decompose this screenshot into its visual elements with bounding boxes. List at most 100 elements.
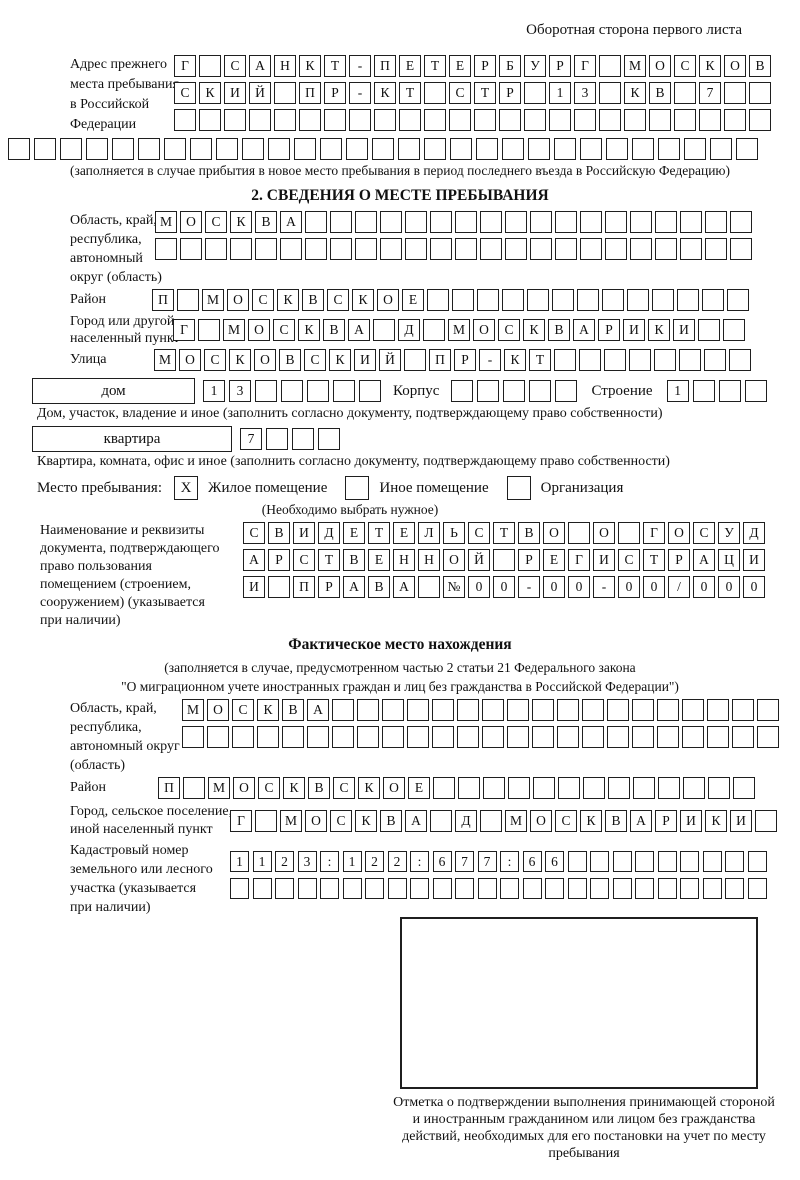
- char-box[interactable]: 0: [693, 576, 715, 598]
- char-box[interactable]: [683, 777, 705, 799]
- char-box[interactable]: [507, 726, 529, 748]
- char-box[interactable]: А: [343, 576, 365, 598]
- char-box[interactable]: [727, 289, 749, 311]
- char-box[interactable]: [373, 319, 395, 341]
- char-box[interactable]: [724, 109, 746, 131]
- char-box[interactable]: [658, 138, 680, 160]
- char-box[interactable]: Р: [318, 576, 340, 598]
- char-box[interactable]: [299, 109, 321, 131]
- char-box[interactable]: [736, 138, 758, 160]
- char-box[interactable]: Й: [249, 82, 271, 104]
- char-box[interactable]: [477, 878, 497, 899]
- char-box[interactable]: [357, 699, 379, 721]
- char-box[interactable]: [630, 211, 652, 233]
- char-box[interactable]: [198, 319, 220, 341]
- checkbox-organization[interactable]: [506, 476, 531, 500]
- char-box[interactable]: [380, 238, 402, 260]
- char-box[interactable]: К: [298, 319, 320, 341]
- char-box[interactable]: К: [199, 82, 221, 104]
- char-box[interactable]: [255, 380, 277, 402]
- char-box[interactable]: [718, 380, 741, 402]
- char-box[interactable]: Т: [318, 549, 340, 571]
- char-box[interactable]: 6: [545, 851, 564, 872]
- char-box[interactable]: А: [405, 810, 427, 832]
- char-box[interactable]: [725, 878, 744, 899]
- char-box[interactable]: [499, 109, 521, 131]
- char-box[interactable]: [205, 238, 227, 260]
- char-box[interactable]: С: [304, 349, 326, 371]
- char-box[interactable]: [710, 138, 732, 160]
- char-box[interactable]: [692, 380, 715, 402]
- char-box[interactable]: [455, 238, 477, 260]
- char-box[interactable]: С: [204, 349, 226, 371]
- char-box[interactable]: В: [749, 55, 771, 77]
- char-box[interactable]: [530, 238, 552, 260]
- char-box[interactable]: [582, 699, 604, 721]
- char-box[interactable]: 0: [643, 576, 665, 598]
- char-box[interactable]: [320, 138, 342, 160]
- char-box[interactable]: С: [333, 777, 355, 799]
- char-box[interactable]: 6: [432, 851, 452, 872]
- char-box[interactable]: 7: [699, 82, 721, 104]
- char-box[interactable]: [430, 238, 452, 260]
- char-box[interactable]: [618, 522, 640, 544]
- char-box[interactable]: С: [252, 289, 274, 311]
- char-box[interactable]: Е: [408, 777, 430, 799]
- char-box[interactable]: О: [377, 289, 399, 311]
- char-box[interactable]: И: [354, 349, 376, 371]
- house-type-box[interactable]: дом: [32, 378, 195, 404]
- char-box[interactable]: [155, 238, 177, 260]
- char-box[interactable]: С: [693, 522, 715, 544]
- char-box[interactable]: И: [730, 810, 752, 832]
- char-box[interactable]: О: [254, 349, 276, 371]
- char-box[interactable]: К: [230, 211, 252, 233]
- char-box[interactable]: [702, 851, 722, 872]
- char-box[interactable]: [432, 878, 452, 899]
- char-box[interactable]: [605, 211, 627, 233]
- char-box[interactable]: 2: [275, 851, 294, 872]
- char-box[interactable]: [757, 726, 779, 748]
- char-box[interactable]: [320, 878, 339, 899]
- char-box[interactable]: Р: [454, 349, 476, 371]
- char-box[interactable]: Е: [449, 55, 471, 77]
- char-box[interactable]: А: [280, 211, 302, 233]
- char-box[interactable]: [606, 138, 628, 160]
- char-box[interactable]: [503, 380, 526, 402]
- char-box[interactable]: К: [352, 289, 374, 311]
- char-box[interactable]: [730, 238, 752, 260]
- char-box[interactable]: [522, 878, 542, 899]
- char-box[interactable]: 7: [455, 851, 474, 872]
- char-box[interactable]: [399, 109, 421, 131]
- char-box[interactable]: №: [443, 576, 465, 598]
- char-box[interactable]: [744, 380, 767, 402]
- char-box[interactable]: Е: [343, 522, 365, 544]
- char-box[interactable]: [480, 810, 502, 832]
- char-box[interactable]: Р: [268, 549, 290, 571]
- char-box[interactable]: О: [305, 810, 327, 832]
- char-box[interactable]: -: [349, 82, 371, 104]
- char-box[interactable]: [725, 851, 744, 872]
- char-box[interactable]: [733, 777, 755, 799]
- char-box[interactable]: [730, 211, 752, 233]
- char-box[interactable]: К: [624, 82, 646, 104]
- char-box[interactable]: [294, 138, 316, 160]
- char-box[interactable]: [424, 109, 446, 131]
- char-box[interactable]: [405, 211, 427, 233]
- char-box[interactable]: [684, 138, 706, 160]
- char-box[interactable]: А: [243, 549, 265, 571]
- char-box[interactable]: [427, 289, 449, 311]
- char-box[interactable]: [632, 726, 654, 748]
- char-box[interactable]: [757, 699, 779, 721]
- char-box[interactable]: В: [255, 211, 277, 233]
- char-box[interactable]: [34, 138, 56, 160]
- char-box[interactable]: Д: [455, 810, 477, 832]
- char-box[interactable]: М: [202, 289, 224, 311]
- char-box[interactable]: К: [374, 82, 396, 104]
- char-box[interactable]: Н: [418, 549, 440, 571]
- char-box[interactable]: А: [249, 55, 271, 77]
- char-box[interactable]: Р: [655, 810, 677, 832]
- char-box[interactable]: [60, 138, 82, 160]
- char-box[interactable]: М: [280, 810, 302, 832]
- char-box[interactable]: [177, 289, 199, 311]
- char-box[interactable]: Е: [393, 522, 415, 544]
